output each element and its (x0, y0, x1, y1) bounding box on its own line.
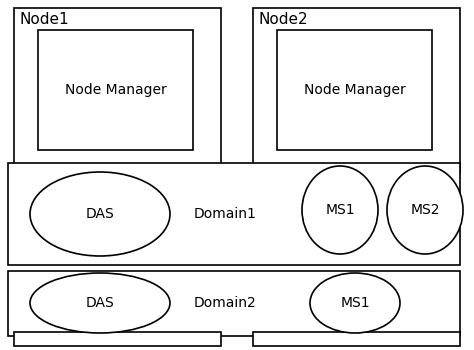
Bar (38, 30, 193, 150)
Text: Domain2: Domain2 (193, 296, 256, 310)
Text: Domain1: Domain1 (193, 207, 256, 221)
Text: MS1: MS1 (325, 203, 355, 217)
Bar (14, 332, 221, 346)
Text: MS1: MS1 (340, 296, 370, 310)
Ellipse shape (302, 166, 378, 254)
Ellipse shape (387, 166, 463, 254)
Text: Node1: Node1 (20, 12, 70, 27)
Ellipse shape (30, 172, 170, 256)
Text: DAS: DAS (86, 296, 114, 310)
Bar (8, 163, 460, 265)
Bar (8, 271, 460, 336)
Bar (14, 8, 221, 173)
Text: MS2: MS2 (410, 203, 440, 217)
Ellipse shape (30, 273, 170, 333)
Bar (253, 332, 460, 346)
Bar (253, 8, 460, 173)
Text: DAS: DAS (86, 207, 114, 221)
Bar (277, 30, 432, 150)
Text: Node2: Node2 (259, 12, 309, 27)
Text: Node Manager: Node Manager (64, 83, 166, 97)
Ellipse shape (310, 273, 400, 333)
Text: Node Manager: Node Manager (304, 83, 405, 97)
